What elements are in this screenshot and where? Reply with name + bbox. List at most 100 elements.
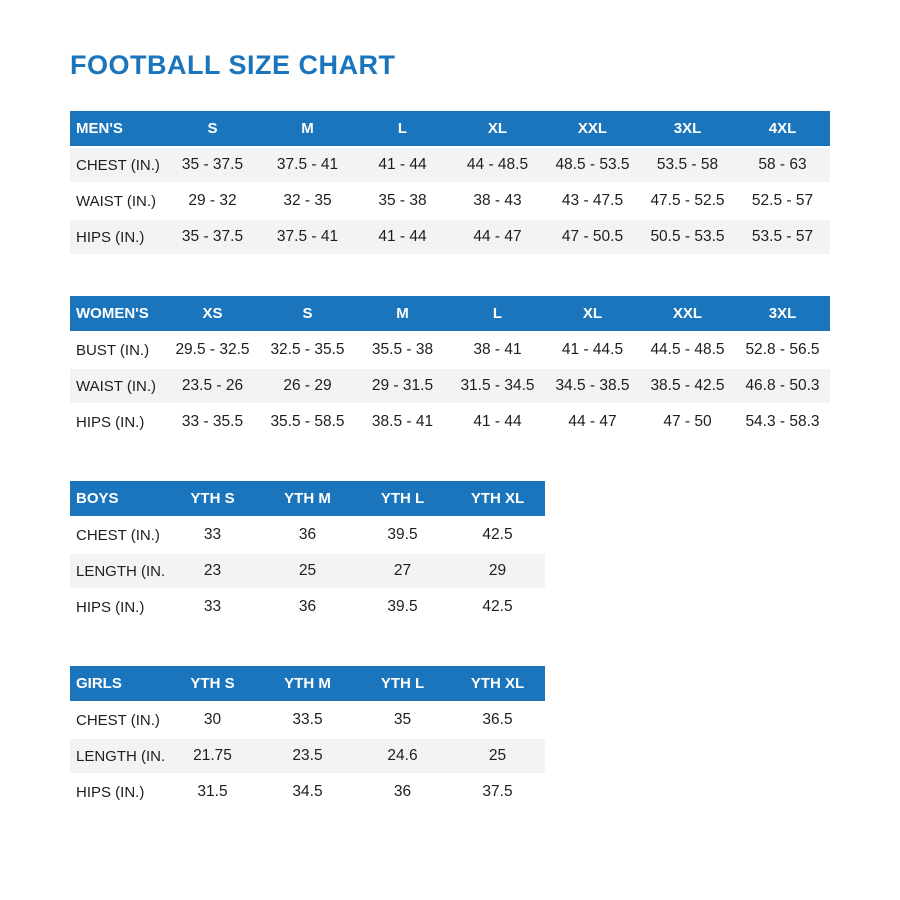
size-value-cell: 31.5 [197,783,228,800]
size-value-cell: 33 [203,526,222,543]
size-value-cell: 38 - 41 [473,341,522,358]
size-value-cell: 46.8 - 50.3 [735,369,830,403]
size-value-cell: 29.5 - 32.5 [175,341,250,358]
size-value-cell: 42.5 [482,598,513,615]
size-value-cell: 36.5 [482,711,513,728]
row-label: CHEST (IN.) [76,526,160,544]
size-value-cell: 33.5 [292,711,323,728]
table-header-row: GIRLS YTH S YTH M YTH L YTH XL [70,666,545,701]
row-label: WAIST (IN.) [76,192,156,210]
size-column-header: YTH L [355,481,450,516]
size-value-cell: 23.5 - 26 [165,369,260,403]
size-value-cell: 44.5 - 48.5 [650,341,725,358]
table-row: HIPS (IN.) 33 - 35.5 35.5 - 58.5 38.5 - 41 4… [70,405,830,439]
size-value-cell: 25 [260,554,355,588]
page-title: FOOTBALL SIZE CHART [70,50,396,80]
table-header-row: WOMEN'S XS S M L XL XXL 3XL [70,296,830,331]
table-row: HIPS (IN.) 35 - 37.5 37.5 - 41 41 - 44 44 - … [70,220,830,254]
size-value-cell: 32 - 35 [283,192,332,209]
size-value-cell: 37.5 - 41 [260,220,355,254]
size-value-cell: 36 [298,598,317,615]
size-value-cell: 38.5 - 41 [371,413,434,430]
size-column-header: YTH XL [450,666,545,701]
row-label: BUST (IN.) [76,341,150,359]
size-value-cell: 36 [298,526,317,543]
size-table-girls: GIRLS YTH S YTH M YTH L YTH XL CHEST (IN.) 30 3… [70,664,545,811]
size-value-cell: 21.75 [165,739,260,773]
size-value-cell: 52.8 - 56.5 [745,341,820,358]
size-value-cell: 24.6 [355,739,450,773]
size-column-header: M [355,296,450,331]
size-value-cell: 53.5 - 57 [735,220,830,254]
size-value-cell: 38 - 43 [473,192,522,209]
size-value-cell: 29 - 32 [188,192,237,209]
size-value-cell: 37.5 - 41 [260,148,355,182]
size-value-cell: 41 - 44 [473,413,522,430]
size-column-header: YTH S [165,666,260,701]
size-column-header: XXL [640,296,735,331]
size-value-cell: 30 [203,711,222,728]
size-column-header: YTH M [260,481,355,516]
table-row: WAIST (IN.) 23.5 - 26 26 - 29 29 - 31.5 31.5… [70,369,830,403]
size-column-header: 4XL [735,111,830,146]
size-column-header: 3XL [640,111,735,146]
table-title-cell: WOMEN'S [70,296,165,331]
table-row: CHEST (IN.) 35 - 37.5 37.5 - 41 41 - 44 44 -… [70,148,830,182]
size-value-cell: 44 - 47 [568,413,617,430]
size-value-cell: 48.5 - 53.5 [545,148,640,182]
row-label: HIPS (IN.) [70,220,165,254]
size-value-cell: 52.5 - 57 [751,192,814,209]
size-value-cell: 35 - 38 [378,192,427,209]
size-value-cell: 35.5 - 38 [371,341,434,358]
table-title-cell: MEN'S [70,111,165,146]
size-value-cell: 43 - 47.5 [561,192,624,209]
size-table-boys: BOYS YTH S YTH M YTH L YTH XL CHEST (IN.) 33 36… [70,479,545,626]
size-value-cell: 58 - 63 [735,148,830,182]
size-value-cell: 50.5 - 53.5 [640,220,735,254]
table-row: HIPS (IN.) 33 36 39.5 42.5 [70,590,545,624]
size-value-cell: 54.3 - 58.3 [745,413,820,430]
size-value-cell: 25 [450,739,545,773]
table-header-row: MEN'S S M L XL XXL 3XL 4XL [70,111,830,146]
size-value-cell: 29 [450,554,545,588]
size-value-cell: 53.5 - 58 [640,148,735,182]
size-chart-page: FOOTBALL SIZE CHART MEN'S S M L XL XXL 3XL 4XL C… [70,50,830,811]
size-value-cell: 35.5 - 58.5 [270,413,345,430]
size-column-header: M [260,111,355,146]
row-label: HIPS (IN.) [76,598,145,616]
size-column-header: YTH XL [450,481,545,516]
size-column-header: YTH L [355,666,450,701]
size-column-header: L [450,296,545,331]
row-label: LENGTH (IN.) [70,739,165,773]
row-label: CHEST (IN.) [76,711,160,729]
size-value-cell: 31.5 - 34.5 [450,369,545,403]
table-row: LENGTH (IN.) 23 25 27 29 [70,554,545,588]
size-value-cell: 33 [203,598,222,615]
size-value-cell: 41 - 44 [355,220,450,254]
size-column-header: YTH S [165,481,260,516]
size-column-header: 3XL [735,296,830,331]
table-row: WAIST (IN.) 29 - 32 32 - 35 35 - 38 38 - 43 4… [70,184,830,218]
size-value-cell: 47 - 50.5 [545,220,640,254]
size-value-cell: 35 - 37.5 [165,220,260,254]
size-value-cell: 23 [165,554,260,588]
table-row: BUST (IN.) 29.5 - 32.5 32.5 - 35.5 35.5 - 3… [70,333,830,367]
size-value-cell: 36 [393,783,412,800]
size-column-header: L [355,111,450,146]
row-label: WAIST (IN.) [70,369,165,403]
size-value-cell: 44 - 48.5 [450,148,545,182]
size-value-cell: 26 - 29 [260,369,355,403]
size-value-cell: 47 - 50 [663,413,712,430]
size-column-header: XS [165,296,260,331]
size-value-cell: 39.5 [387,598,418,615]
size-column-header: XL [450,111,545,146]
table-row: HIPS (IN.) 31.5 34.5 36 37.5 [70,775,545,809]
size-value-cell: 27 [355,554,450,588]
size-value-cell: 33 - 35.5 [181,413,244,430]
table-title-cell: BOYS [70,481,165,516]
size-value-cell: 35 [393,711,412,728]
row-label: HIPS (IN.) [76,413,145,431]
row-label: HIPS (IN.) [76,783,145,801]
size-value-cell: 41 - 44.5 [561,341,624,358]
size-value-cell: 39.5 [387,526,418,543]
